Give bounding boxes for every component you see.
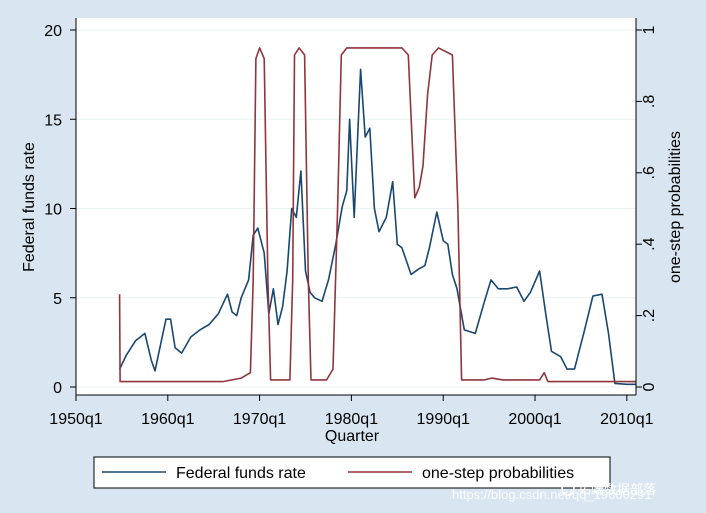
x-tick-label: 1950q1 bbox=[49, 411, 102, 428]
plot-area bbox=[76, 18, 636, 395]
y2-tick-label: 1 bbox=[641, 25, 658, 34]
watermark-brand: 拓端数据部落 bbox=[578, 483, 656, 498]
series-line-one-step-probabilities bbox=[118, 47, 636, 383]
wechat-icon bbox=[561, 482, 575, 496]
series-layer bbox=[118, 47, 636, 386]
y-tick-label: 15 bbox=[44, 112, 62, 129]
legend: Federal funds rate one-step probabilitie… bbox=[93, 456, 611, 489]
y-tick-label: 0 bbox=[53, 380, 62, 397]
legend-label-one-step-probabilities: one-step probabilities bbox=[422, 465, 574, 482]
x-axis-title: Quarter bbox=[325, 428, 380, 445]
gridlines bbox=[76, 29, 636, 388]
legend-label-federal-funds-rate: Federal funds rate bbox=[176, 465, 306, 482]
y-axis-title: Federal funds rate bbox=[21, 142, 38, 272]
x-tick-label: 1960q1 bbox=[141, 411, 194, 428]
y2-tick-label: .6 bbox=[641, 166, 658, 179]
y-tick-label: 10 bbox=[44, 202, 62, 219]
y-tick-label: 20 bbox=[44, 23, 62, 40]
y2-tick-label: .8 bbox=[641, 95, 658, 108]
y-tick-label: 5 bbox=[53, 291, 62, 308]
x-tick-label: 2010q1 bbox=[600, 411, 653, 428]
x-tick-label: 1990q1 bbox=[417, 411, 470, 428]
y2-tick-label: .2 bbox=[641, 309, 658, 322]
watermark: 拓端数据部落 https://blog.csdn.net/qq_19600291 bbox=[452, 482, 656, 502]
series-line-federal-funds-rate bbox=[118, 68, 636, 386]
y2-tick-label: 0 bbox=[641, 382, 658, 391]
axes: 0 5 10 15 20 0 .2 .4 .6 .8 1 1950q1 1960q1 1970q1 1980… bbox=[44, 18, 658, 428]
x-tick-label: 1980q1 bbox=[325, 411, 378, 428]
x-tick-label: 1970q1 bbox=[233, 411, 286, 428]
x-tick-label: 2000q1 bbox=[508, 411, 561, 428]
y2-axis-title: one-step probabilities bbox=[667, 131, 684, 283]
y2-tick-label: .4 bbox=[641, 237, 658, 250]
watermark-url: https://blog.csdn.net/qq_19600291 bbox=[452, 487, 652, 502]
